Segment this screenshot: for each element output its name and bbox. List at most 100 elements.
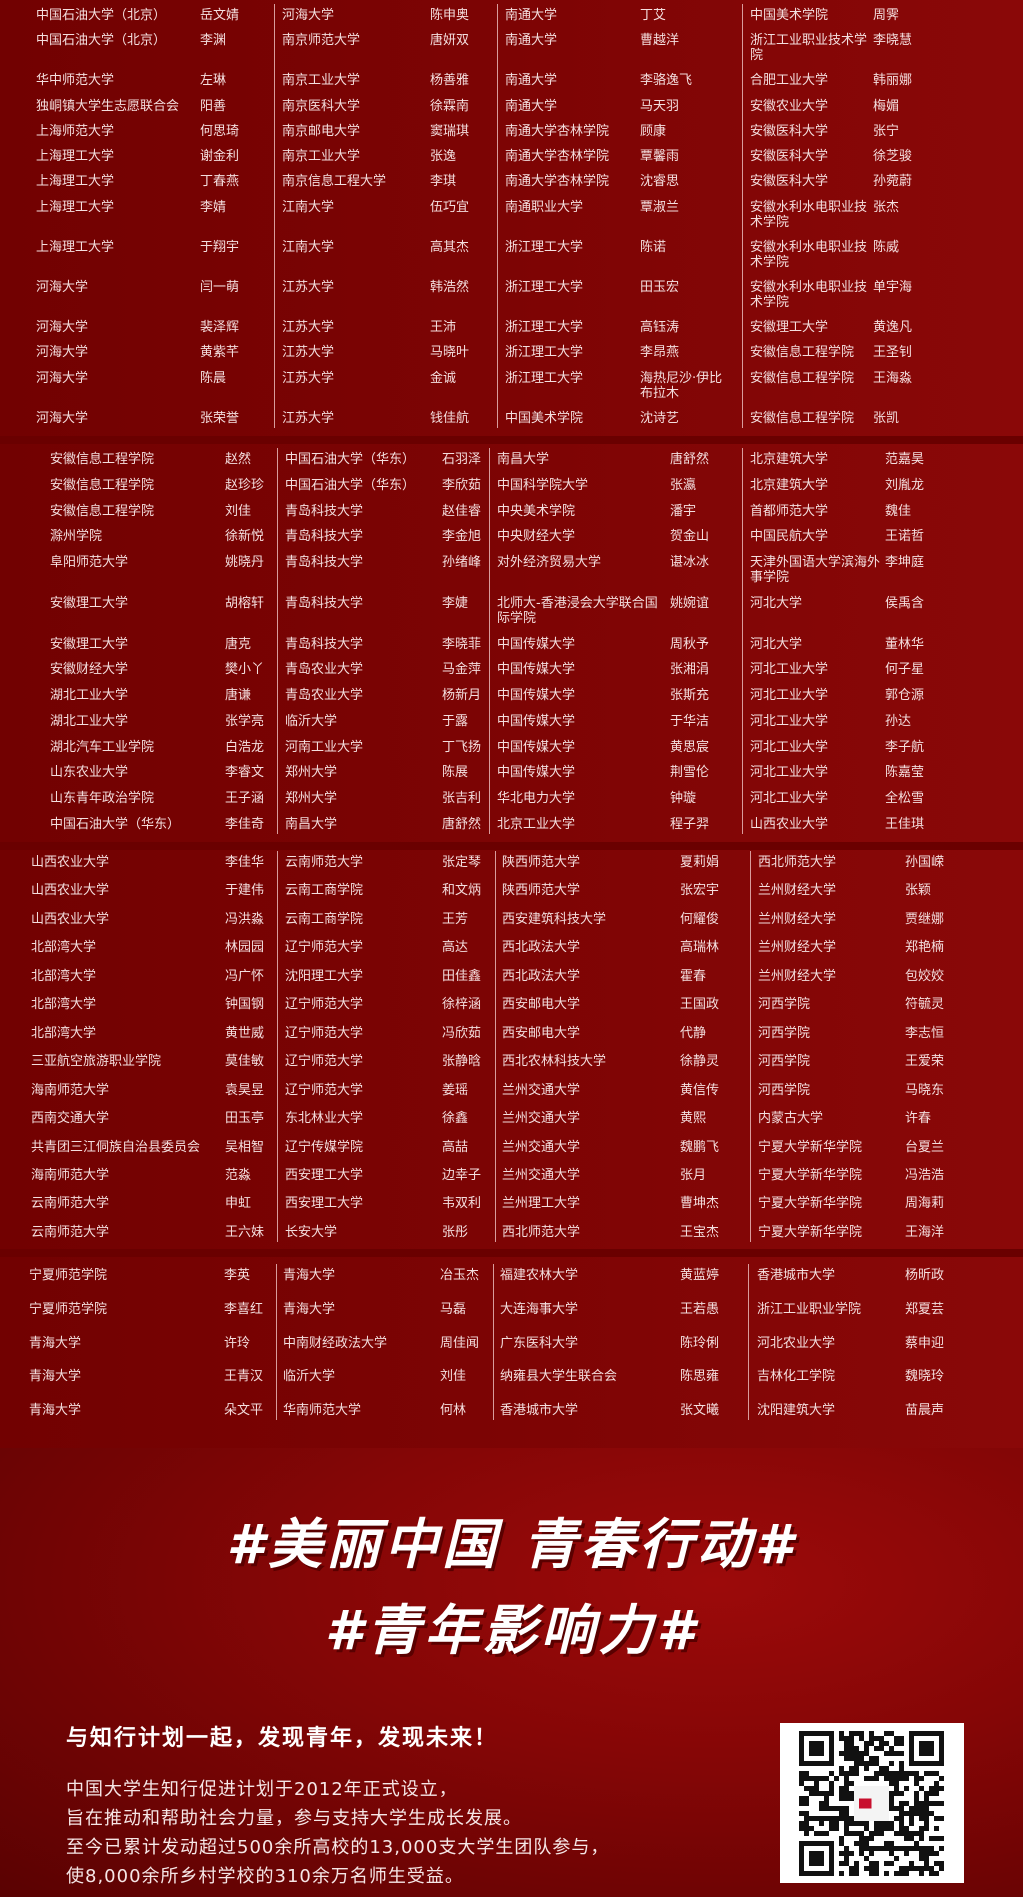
school-name: 安徽理工大学: [50, 595, 129, 611]
person-name: 唐妍双: [430, 33, 470, 49]
list-row: 河海大学 闫一萌 江苏大学 韩浩然 浙江理工大学 田玉宏 安徽水利水电职业技术学院 单宇海: [0, 280, 1023, 310]
person-name: 钟璇: [670, 791, 697, 807]
person-name: 李佳华: [225, 855, 265, 870]
school-name: 中国科学院大学: [497, 477, 589, 493]
person-name: 黄逸凡: [873, 320, 913, 336]
person-name: 黄思宸: [670, 739, 710, 755]
person-name: 陈嘉莹: [885, 765, 925, 781]
person-name: 王芳: [442, 911, 469, 927]
list-row: 西南交通大学 田玉亭 东北林业大学 徐鑫 兰州交通大学 黄熙 内蒙古大学 许春: [0, 1111, 1023, 1126]
school-name: 安徽医科大学: [750, 174, 829, 190]
person-name: 李喜红: [224, 1301, 264, 1317]
school-name: 郑州大学: [285, 791, 338, 807]
person-name: 于建伟: [225, 883, 265, 899]
person-name: 蔡申迎: [905, 1335, 945, 1351]
list-row: 安徽信息工程学院 刘佳 青岛科技大学 赵佳睿 中央美术学院 潘宇 首都师范大学 魏佳: [0, 504, 1023, 519]
school-name: 河北工业大学: [750, 688, 829, 704]
school-name: 青海大学: [283, 1301, 336, 1317]
school-name: 安徽财经大学: [50, 662, 129, 678]
person-name: 李婧: [200, 199, 227, 215]
person-name: 董林华: [885, 636, 925, 652]
school-name: 上海理工大学: [36, 174, 115, 190]
school-name: 上海师范大学: [36, 123, 115, 139]
school-name: 西安理工大学: [285, 1196, 364, 1212]
person-name: 周秋予: [670, 636, 710, 652]
person-name: 马磊: [440, 1301, 467, 1317]
school-name: 江南大学: [282, 199, 335, 215]
school-name: 云南师范大学: [31, 1224, 110, 1240]
section-background: [0, 846, 1023, 1253]
person-name: 胡榕轩: [225, 595, 265, 611]
school-name: 青岛科技大学: [285, 636, 364, 652]
school-name: 山西农业大学: [31, 855, 110, 870]
school-name: 中国美术学院: [505, 410, 584, 426]
person-name: 徐鑫: [442, 1111, 469, 1127]
person-name: 冶玉杰: [440, 1268, 480, 1283]
school-name: 青岛科技大学: [285, 555, 364, 571]
person-name: 潘宇: [670, 503, 697, 519]
list-row: 青海大学 王青汉 临沂大学 刘佳 纳雍县大学生联合会 陈思雍 吉林化工学院 魏晓玲: [0, 1369, 1023, 1384]
school-name: 河海大学: [36, 320, 89, 336]
person-name: 张文曦: [680, 1403, 720, 1418]
person-name: 李琪: [430, 174, 457, 190]
school-name: 首都师范大学: [750, 503, 829, 519]
school-name: 安徽医科大学: [750, 149, 829, 165]
list-row: 宁夏师范学院 李喜红 青海大学 马磊 大连海事大学 王若愚 浙江工业职业学院 郑夏芸: [0, 1302, 1023, 1317]
person-name: 姚晓丹: [225, 555, 265, 571]
school-name: 上海理工大学: [36, 239, 115, 255]
section-background: [0, 1253, 1023, 1448]
school-name: 华南师范大学: [283, 1403, 362, 1418]
school-name: 中国传媒大学: [497, 765, 576, 781]
person-name: 贺金山: [670, 529, 710, 545]
person-name: 黄紫芊: [200, 345, 240, 361]
person-name: 台夏兰: [905, 1139, 945, 1155]
person-name: 唐谦: [225, 688, 252, 704]
list-row: 上海师范大学 何思琦 南京邮电大学 窦瑞琪 南通大学杏林学院 顾康 安徽医科大学 张宁: [0, 124, 1023, 139]
person-name: 程子羿: [670, 816, 710, 832]
person-name: 赵珍珍: [225, 477, 265, 493]
person-name: 樊小丫: [225, 662, 265, 678]
school-name: 浙江理工大学: [505, 320, 584, 336]
school-name: 山东农业大学: [50, 765, 129, 781]
person-name: 王青汉: [224, 1369, 264, 1385]
person-name: 姚婉谊: [670, 595, 710, 611]
school-name: 西北政法大学: [502, 968, 581, 984]
person-name: 高喆: [442, 1139, 469, 1155]
person-name: 裴泽辉: [200, 320, 240, 336]
person-name: 谌冰冰: [670, 555, 710, 571]
person-name: 陈玲俐: [680, 1335, 720, 1351]
person-name: 徐霖南: [430, 98, 470, 114]
section-background: [0, 440, 1023, 846]
list-row: 共青团三江侗族自治县委员会 吴相智 辽宁传媒学院 高喆 兰州交通大学 魏鹏飞 宁夏大学新华学…: [0, 1140, 1023, 1155]
person-name: 李昂燕: [640, 345, 680, 361]
school-name: 北部湾大学: [31, 940, 97, 956]
school-name: 宁夏大学新华学院: [758, 1224, 863, 1240]
person-name: 丁春燕: [200, 174, 240, 190]
school-name: 江苏大学: [282, 279, 335, 295]
person-name: 于华洁: [670, 713, 710, 729]
person-name: 刘胤龙: [885, 477, 925, 493]
school-name: 青海大学: [29, 1403, 82, 1418]
school-name: 河西学院: [758, 997, 811, 1013]
person-name: 黄世威: [225, 1025, 265, 1041]
list-row: 北部湾大学 黄世威 辽宁师范大学 冯欣茹 西安邮电大学 代静 河西学院 李志恒: [0, 1026, 1023, 1041]
school-name: 三亚航空旅游职业学院: [31, 1054, 162, 1070]
person-name: 冯洪淼: [225, 911, 265, 927]
school-name: 安徽理工大学: [750, 320, 829, 336]
school-name: 北部湾大学: [31, 968, 97, 984]
school-name: 辽宁师范大学: [285, 1082, 364, 1098]
person-name: 吴相智: [225, 1139, 265, 1155]
school-name: 河海大学: [36, 410, 89, 426]
person-name: 杨善雅: [430, 73, 470, 89]
school-name: 浙江理工大学: [505, 370, 584, 386]
person-name: 王海淼: [873, 370, 913, 386]
school-name: 西南交通大学: [31, 1111, 110, 1127]
person-name: 何耀俊: [680, 911, 720, 927]
person-name: 包姣姣: [905, 968, 945, 984]
list-row: 安徽信息工程学院 赵珍珍 中国石油大学（华东） 李欣茹 中国科学院大学 张瀛 北京建筑大学 刘…: [0, 478, 1023, 493]
school-name: 江苏大学: [282, 320, 335, 336]
person-name: 谢金利: [200, 149, 240, 165]
school-name: 中国石油大学（华东）: [285, 477, 416, 493]
school-name: 南通大学: [505, 33, 558, 49]
school-name: 南京医科大学: [282, 98, 361, 114]
